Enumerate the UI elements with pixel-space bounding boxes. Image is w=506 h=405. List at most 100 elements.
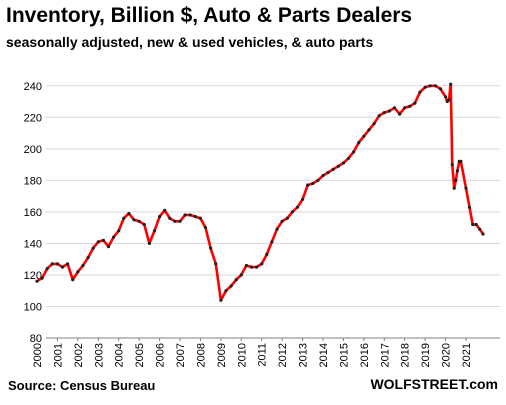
data-point: [188, 213, 192, 217]
data-point: [413, 101, 417, 105]
data-point: [336, 164, 340, 168]
axes: [36, 337, 500, 341]
y-tick-label: 140: [24, 238, 42, 250]
y-tick-label: 220: [24, 112, 42, 124]
data-point: [60, 265, 65, 269]
data-point: [392, 106, 397, 110]
data-point: [270, 240, 274, 244]
data-point: [183, 213, 187, 217]
data-point: [387, 109, 391, 113]
y-tick-label: 200: [24, 144, 42, 156]
data-point: [290, 210, 294, 214]
x-tick-label: 2004: [114, 343, 126, 367]
x-tick-label: 2018: [400, 343, 412, 367]
data-point: [321, 174, 325, 178]
data-point: [234, 278, 238, 282]
data-point: [428, 84, 432, 88]
x-tick-label: 2002: [73, 343, 85, 367]
data-point: [86, 256, 90, 260]
data-point: [455, 169, 459, 173]
x-tick-label: 2006: [155, 343, 167, 367]
data-point: [209, 246, 213, 250]
data-point: [168, 216, 172, 220]
x-tick-label: 2001: [52, 343, 64, 367]
x-tick-label: 2015: [338, 343, 350, 367]
data-markers: [35, 82, 485, 302]
data-point: [152, 229, 157, 233]
data-point: [280, 219, 284, 223]
data-point: [66, 262, 70, 266]
x-tick-label: 2021: [461, 343, 473, 367]
data-point: [471, 222, 475, 227]
x-tick-label: 2019: [420, 343, 432, 367]
series-line: [35, 82, 485, 302]
x-tick-label: 2008: [195, 343, 207, 367]
x-tick-label: 2005: [134, 343, 146, 367]
data-point: [372, 122, 376, 126]
data-point: [163, 208, 167, 212]
data-point: [50, 262, 54, 266]
data-point: [193, 215, 197, 219]
data-point: [76, 270, 80, 274]
data-point: [454, 178, 458, 182]
x-tick-labels: 2000 2001 2002 2003 2004 2005 2006 2007 2008 2009…: [32, 343, 473, 367]
brand-logo-text: WOLFSTREET.com: [370, 376, 498, 392]
chart-title: Inventory, Billion $, Auto & Parts Deale…: [6, 4, 413, 27]
x-tick-label: 2014: [318, 343, 330, 367]
data-point: [331, 167, 335, 171]
data-point: [260, 262, 264, 266]
data-point: [132, 218, 136, 222]
data-point: [450, 163, 454, 167]
x-tick-label: 2000: [32, 343, 44, 367]
data-point: [423, 85, 427, 89]
source-note: Source: Census Bureau: [8, 378, 156, 393]
y-tick-labels: 80 100 120 140 160 180 200 220 240: [24, 81, 42, 345]
data-point: [239, 273, 243, 277]
data-point: [408, 104, 412, 108]
data-point: [357, 140, 361, 145]
data-point: [433, 84, 437, 88]
data-point: [198, 216, 202, 220]
chart-subtitle: seasonally adjusted, new & used vehicles…: [6, 34, 374, 50]
data-point: [275, 227, 279, 231]
y-tick-label: 240: [24, 81, 42, 93]
data-point: [367, 128, 371, 132]
x-tick-label: 2017: [379, 343, 391, 367]
data-point: [467, 205, 472, 209]
data-point: [127, 211, 131, 216]
x-tick-label: 2007: [175, 343, 187, 367]
data-point: [203, 226, 208, 230]
data-point: [362, 134, 366, 138]
data-point: [178, 219, 182, 223]
y-tick-label: 120: [24, 270, 42, 282]
data-point: [377, 114, 381, 118]
data-point: [55, 262, 60, 266]
data-point: [403, 106, 407, 110]
data-point: [45, 267, 49, 271]
x-tick-label: 2009: [216, 343, 228, 367]
data-point: [295, 205, 300, 209]
data-point: [306, 183, 310, 187]
data-point: [311, 181, 315, 186]
y-tick-label: 160: [24, 207, 42, 219]
data-point: [444, 95, 448, 99]
data-point: [449, 82, 453, 86]
x-tick-label: 2011: [257, 343, 269, 367]
data-point: [137, 219, 141, 223]
data-point: [352, 150, 356, 154]
data-point: [40, 276, 44, 280]
data-point: [346, 156, 351, 160]
data-point: [398, 112, 402, 116]
data-point: [101, 238, 105, 242]
x-tick-label: 2012: [277, 343, 289, 367]
data-point: [229, 284, 233, 288]
data-point: [265, 252, 269, 256]
data-series: [35, 82, 485, 302]
data-point: [35, 279, 39, 283]
data-point: [481, 232, 485, 236]
data-point: [244, 263, 248, 268]
data-point: [474, 222, 478, 227]
data-point: [382, 111, 386, 115]
x-tick-label: 2010: [236, 343, 248, 367]
